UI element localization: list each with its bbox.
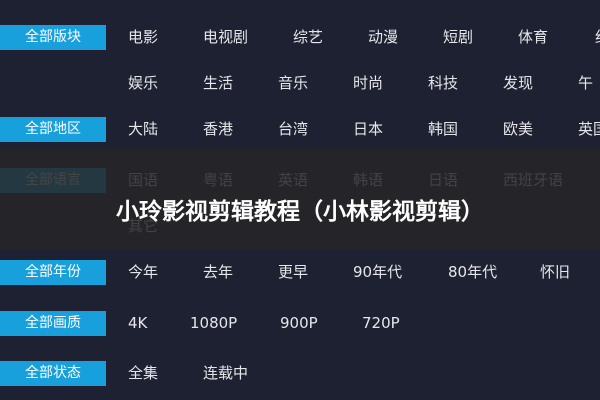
category-badge[interactable]: 全部状态 (0, 361, 106, 386)
filter-option[interactable]: 音乐 (278, 74, 309, 92)
filter-option[interactable]: 科技 (428, 74, 459, 92)
filter-option[interactable]: 生活 (203, 74, 234, 92)
filter-option[interactable]: 1080P (190, 314, 238, 332)
filter-option[interactable]: 去年 (203, 263, 234, 281)
filter-option[interactable]: 4K (128, 314, 148, 332)
filter-option[interactable]: 今年 (128, 263, 159, 281)
filter-option[interactable]: 英国 (578, 120, 600, 138)
filter-option[interactable]: 韩国 (428, 120, 459, 138)
filter-option[interactable]: 更早 (278, 263, 309, 281)
filter-option[interactable]: 大陆 (128, 120, 159, 138)
filter-option[interactable]: 欧美 (503, 120, 534, 138)
filter-option[interactable]: 纪 (595, 27, 600, 47)
filter-option[interactable]: 体育 (518, 28, 549, 46)
overlay-title: 小玲影视剪辑教程（小林影视剪辑） (116, 199, 484, 225)
filter-option[interactable]: 短剧 (443, 28, 474, 46)
filter-option[interactable]: 日本 (353, 120, 384, 138)
filter-option[interactable]: 时尚 (353, 74, 384, 92)
filter-option[interactable]: 全集 (128, 364, 159, 382)
filter-option[interactable]: 动漫 (368, 28, 399, 46)
filter-option[interactable]: 香港 (203, 120, 234, 138)
category-badge[interactable]: 全部画质 (0, 311, 106, 336)
filter-option[interactable]: 娱乐 (128, 74, 159, 92)
filter-option[interactable]: 发现 (503, 74, 534, 92)
filter-option[interactable]: 综艺 (293, 28, 324, 46)
category-badge[interactable]: 全部版块 (0, 25, 106, 50)
filter-option[interactable]: 午 (578, 74, 594, 92)
overlay: 小玲影视剪辑教程（小林影视剪辑） (0, 148, 600, 250)
filter-option[interactable]: 电视剧 (203, 28, 249, 46)
category-badge[interactable]: 全部地区 (0, 117, 106, 142)
filter-option[interactable]: 连载中 (203, 364, 249, 382)
filter-option[interactable]: 90年代 (353, 263, 403, 281)
filter-option[interactable]: 900P (280, 314, 318, 332)
filter-option[interactable]: 80年代 (448, 263, 498, 281)
filter-option[interactable]: 电影 (128, 28, 159, 46)
filter-option[interactable]: 720P (362, 314, 400, 332)
filter-option[interactable]: 台湾 (278, 120, 309, 138)
category-badge[interactable]: 全部年份 (0, 260, 106, 285)
filter-option[interactable]: 怀旧 (540, 263, 571, 281)
